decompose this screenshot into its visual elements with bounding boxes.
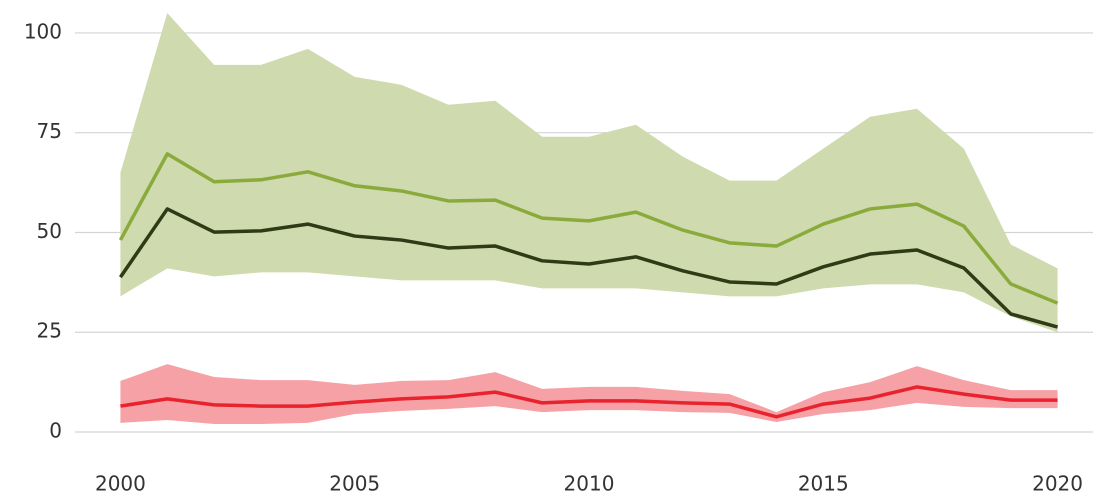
x-tick-label: 2010: [564, 472, 615, 495]
y-tick-label: 50: [37, 219, 62, 243]
line: [120, 385, 1058, 419]
y-tick-label: 100: [24, 19, 62, 43]
band: [120, 364, 1058, 425]
line: [118, 152, 1059, 305]
x-tick-label: 2000: [95, 472, 146, 495]
y-tick-label: 0: [49, 419, 62, 443]
line: [118, 207, 1059, 329]
x-tick-label: 2020: [1032, 472, 1083, 495]
y-tick-label: 75: [37, 119, 62, 143]
y-tick-label: 25: [37, 319, 62, 343]
x-tick-label: 2015: [798, 472, 849, 495]
band: [120, 12, 1058, 333]
x-tick-label: 2005: [329, 472, 380, 495]
